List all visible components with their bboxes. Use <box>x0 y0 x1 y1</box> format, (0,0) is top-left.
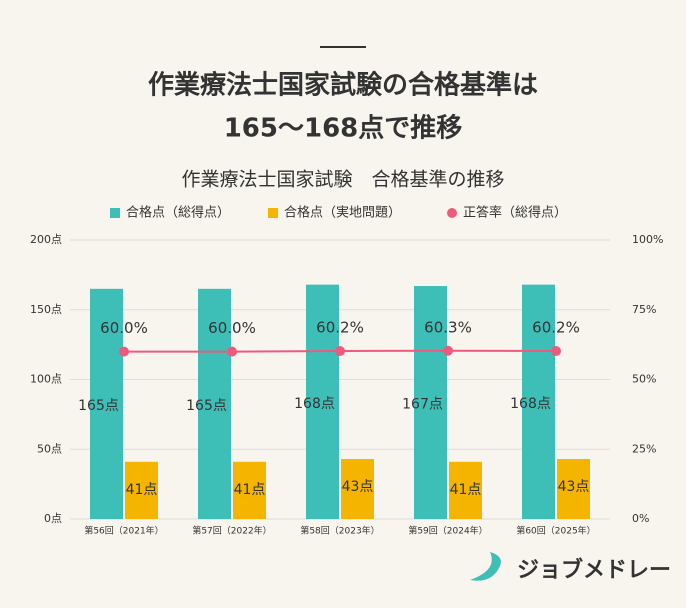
value-label: 165点 <box>78 398 119 414</box>
legend-marker <box>110 208 120 218</box>
y2-tick-label: 0% <box>632 512 649 525</box>
y-tick-label: 0点 <box>44 512 62 525</box>
value-label: 168点 <box>510 396 551 412</box>
legend-label: 合格点（総得点） <box>126 205 230 221</box>
value-label: 60.2% <box>316 319 364 337</box>
x-tick-label: 第57回（2022年） <box>192 525 271 537</box>
line-point <box>335 346 345 357</box>
y-tick-label: 150点 <box>30 303 62 316</box>
value-label: 41点 <box>450 482 482 498</box>
bar <box>449 461 482 519</box>
y2-tick-label: 25% <box>632 442 656 455</box>
line-point <box>551 346 561 357</box>
logo-icon <box>470 552 501 581</box>
line-point <box>443 345 453 356</box>
logo: ジョブメドレー <box>470 552 671 583</box>
y-tick-label: 50点 <box>37 442 62 455</box>
legend-label: 正答率（総得点） <box>463 205 567 221</box>
line-point <box>119 346 129 357</box>
bar <box>306 284 339 519</box>
x-tick-label: 第59回（2024年） <box>408 525 487 537</box>
x-tick-label: 第58回（2023年） <box>300 525 379 537</box>
value-label: 165点 <box>186 398 227 414</box>
value-label: 60.2% <box>532 319 580 337</box>
bar <box>125 461 158 519</box>
legend-marker <box>447 208 457 218</box>
value-label: 60.0% <box>208 319 256 337</box>
line-point <box>227 346 237 357</box>
legend-marker <box>268 208 278 218</box>
headline: 165～168点で推移 <box>224 113 463 144</box>
value-label: 168点 <box>294 396 335 412</box>
legend-label: 合格点（実地問題） <box>284 205 401 221</box>
chart-title: 作業療法士国家試験 合格基準の推移 <box>181 169 504 191</box>
x-tick-label: 第56回（2021年） <box>84 525 163 537</box>
value-label: 41点 <box>126 482 158 498</box>
bar <box>341 459 374 519</box>
y2-tick-label: 50% <box>632 373 656 386</box>
value-label: 167点 <box>402 397 443 413</box>
y2-tick-label: 100% <box>632 233 663 246</box>
bar <box>557 459 590 519</box>
value-label: 60.3% <box>424 318 472 336</box>
logo-text: ジョブメドレー <box>517 557 671 583</box>
bar <box>233 461 266 519</box>
bar <box>198 288 231 519</box>
bar <box>90 288 123 519</box>
y2-tick-label: 75% <box>632 303 656 316</box>
value-label: 41点 <box>234 482 266 498</box>
value-label: 60.0% <box>100 319 148 337</box>
value-label: 43点 <box>558 479 590 495</box>
bar <box>522 284 555 519</box>
bar <box>414 286 447 519</box>
y-tick-label: 200点 <box>30 233 62 246</box>
x-tick-label: 第60回（2025年） <box>516 525 595 537</box>
headline: 作業療法士国家試験の合格基準は <box>148 70 538 101</box>
value-label: 43点 <box>342 479 374 495</box>
y-tick-label: 100点 <box>30 373 62 386</box>
